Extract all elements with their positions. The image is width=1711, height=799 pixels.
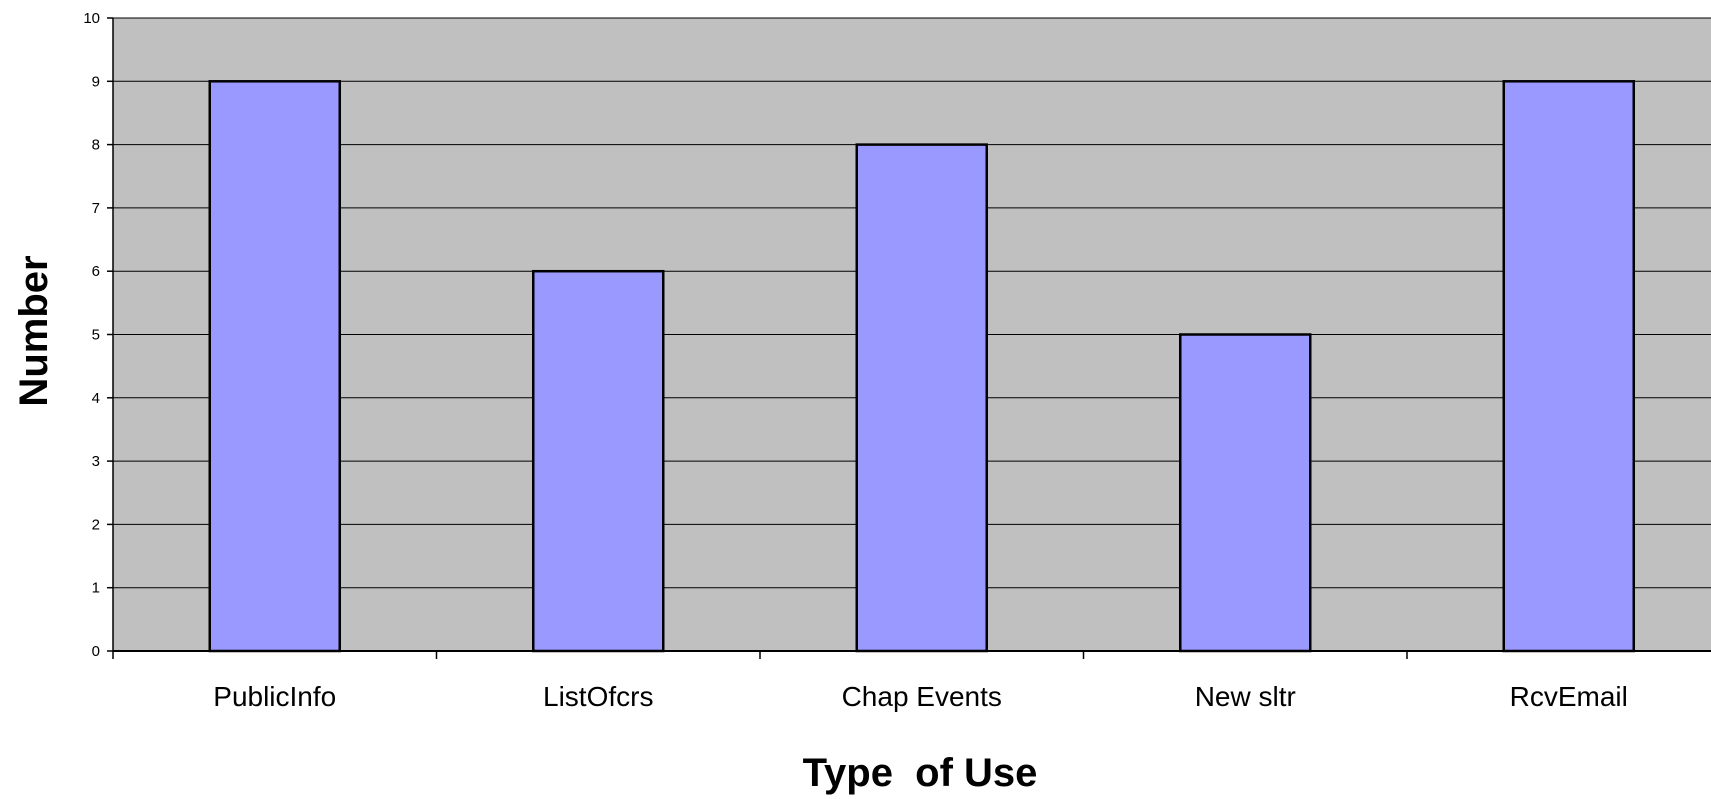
bar: [208, 80, 341, 653]
x-tick-labels: PublicInfo ListOfcrs Chap Events New sltr Rc…: [213, 681, 1628, 712]
y-tick-labels: 0 1 2 3 4 5 6 7 8 9 10: [83, 10, 100, 660]
x-tick-label: Chap Events: [842, 681, 1002, 712]
x-tick-label: RcvEmail: [1510, 681, 1628, 712]
y-axis-title: Number: [12, 255, 56, 406]
y-tick-label: 7: [92, 200, 100, 217]
x-tick-label: ListOfcrs: [543, 681, 653, 712]
bar: [532, 269, 665, 653]
y-tick-label: 10: [83, 10, 100, 27]
x-axis-title: Type of Use: [803, 751, 1038, 795]
y-tick-label: 3: [92, 453, 100, 470]
bars: [208, 80, 1635, 653]
y-tick-label: 8: [92, 137, 100, 154]
y-tick-label: 6: [92, 263, 100, 280]
y-tick-label: 5: [92, 327, 100, 344]
bar: [1179, 333, 1312, 653]
y-tick-label: 2: [92, 516, 100, 533]
bar: [855, 143, 988, 653]
y-tick-label: 4: [92, 390, 100, 407]
y-tick-label: 0: [92, 643, 100, 660]
y-tick-label: 9: [92, 73, 100, 90]
bar: [1502, 80, 1635, 653]
x-tick-label: PublicInfo: [213, 681, 336, 712]
x-tick-label: New sltr: [1195, 681, 1296, 712]
y-tick-label: 1: [92, 580, 100, 597]
axes: [107, 17, 1711, 659]
